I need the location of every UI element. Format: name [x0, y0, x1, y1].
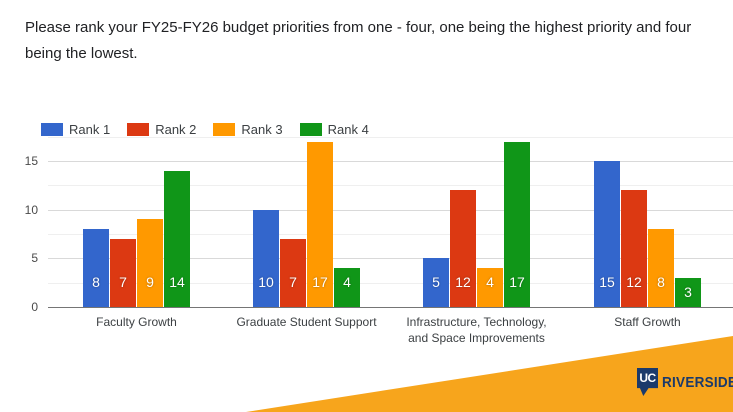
gridline — [48, 185, 733, 187]
legend-label: Rank 2 — [155, 121, 197, 137]
gridline — [48, 258, 733, 260]
gridline — [48, 234, 733, 235]
bar-value-label: 8 — [92, 274, 100, 290]
bar-rank2-group1[interactable] — [110, 238, 136, 307]
bar-rank4-group3[interactable] — [504, 141, 530, 307]
bar-rank1-group1[interactable] — [83, 229, 109, 307]
bar-rank1-group3[interactable] — [423, 258, 449, 307]
ucr-logo: UC RIVERSIDE — [637, 368, 733, 396]
legend-label: Rank 1 — [69, 121, 111, 137]
question-title: Please rank your FY25-FY26 budget priori… — [25, 19, 692, 62]
bar-rank1-group4[interactable] — [594, 161, 620, 307]
y-axis-tick-label: 15 — [24, 154, 38, 168]
legend-item-rank-4: Rank 4 — [299, 121, 369, 137]
bar-value-label: 15 — [599, 274, 615, 290]
bar-value-label: 12 — [626, 274, 642, 290]
y-axis-tick-label: 0 — [31, 300, 38, 314]
category-label: Infrastructure, Technology, and Space Im… — [406, 315, 547, 345]
y-axis-tick-label: 10 — [24, 202, 38, 217]
gridline — [48, 282, 733, 284]
x-axis-baseline — [48, 307, 733, 308]
bar-rank3-group3[interactable] — [477, 268, 503, 307]
chart-legend: Rank 1 Rank 2 Rank 3 Rank 4 — [41, 121, 369, 137]
bar-rank2-group3[interactable] — [450, 190, 476, 307]
bar-rank4-group2[interactable] — [334, 268, 360, 307]
bar-value-label: 3 — [684, 284, 692, 301]
bar-value-label: 9 — [146, 274, 154, 290]
uc-shield-icon: UC — [637, 368, 658, 396]
category-label: Faculty Growth — [96, 315, 177, 329]
category-label: Staff Growth — [614, 315, 681, 329]
bar-rank3-group4[interactable] — [648, 229, 674, 307]
legend-label: Rank 4 — [327, 121, 369, 137]
bar-value-label: 4 — [486, 274, 494, 290]
bar-rank3-group2[interactable] — [307, 141, 333, 307]
legend-swatch-icon — [299, 122, 322, 136]
gridline — [48, 161, 733, 162]
bar-rank1-group2[interactable] — [253, 209, 279, 307]
legend-item-rank-1: Rank 1 — [41, 122, 110, 137]
bar-rank2-group2[interactable] — [280, 238, 306, 307]
bar-value-label: 7 — [289, 274, 297, 290]
ucr-wordmark: RIVERSIDE — [662, 373, 733, 391]
bar-value-label: 4 — [343, 274, 351, 290]
legend-swatch-icon — [213, 122, 236, 136]
bar-rank4-group4[interactable] — [675, 277, 701, 307]
bar-rank2-group4[interactable] — [621, 190, 647, 307]
bar-value-label: 17 — [312, 274, 328, 290]
legend-label: Rank 3 — [241, 121, 283, 137]
legend-item-rank-2: Rank 2 — [127, 122, 196, 137]
bar-value-label: 14 — [169, 274, 185, 290]
legend-swatch-icon — [127, 122, 150, 136]
legend-item-rank-3: Rank 3 — [213, 121, 283, 137]
bar-value-label: 7 — [119, 274, 127, 290]
bar-rank3-group1[interactable] — [137, 219, 163, 307]
legend-swatch-icon — [41, 122, 63, 136]
gridline — [48, 136, 733, 138]
bar-rank4-group1[interactable] — [164, 170, 190, 307]
bar-value-label: 10 — [258, 274, 274, 290]
bar-value-label: 8 — [657, 274, 665, 290]
bar-value-label: 17 — [509, 274, 525, 290]
y-axis-tick-label: 5 — [31, 251, 38, 266]
bar-value-label: 12 — [455, 274, 471, 290]
bar-value-label: 5 — [432, 274, 440, 290]
category-label: Graduate Student Support — [236, 315, 377, 329]
gridline — [48, 209, 733, 211]
